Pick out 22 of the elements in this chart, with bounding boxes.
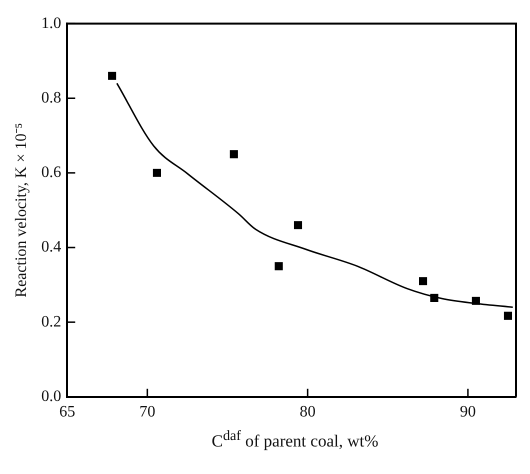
- point: [294, 221, 302, 230]
- point: [419, 277, 428, 286]
- x-tick-label: 90: [460, 404, 476, 421]
- y-tick-label: 0.6: [41, 164, 62, 182]
- x-tick-label: 80: [300, 404, 316, 421]
- y-tick-label: 0.0: [41, 388, 62, 406]
- y-tick-label: 1.0: [41, 14, 62, 32]
- x-tick-label: 65: [59, 404, 76, 421]
- y-tick-label: 0.8: [41, 89, 62, 106]
- y-tick-label: 0.2: [41, 313, 62, 330]
- y-axis-title: Reaction velocity, K × 10⁻⁵: [12, 122, 30, 298]
- point: [152, 168, 161, 177]
- point: [108, 72, 116, 80]
- x-axis-title: C$^{daf}$ of parent coal, wt%: [210, 428, 380, 452]
- point: [430, 294, 438, 302]
- point: [472, 296, 480, 305]
- point: [274, 262, 283, 270]
- x-tick-label: 70: [139, 404, 156, 421]
- point: [504, 312, 512, 320]
- y-tick-label: 0.4: [41, 238, 62, 256]
- line-series: [116, 82, 514, 308]
- point: [230, 150, 238, 158]
